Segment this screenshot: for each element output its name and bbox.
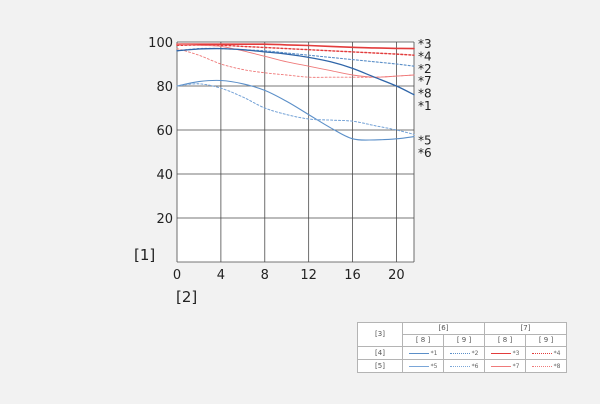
legend-row-label: [4] <box>357 346 403 360</box>
legend-sample-label: *3 <box>512 350 520 357</box>
x-axis-label: [2] <box>176 288 197 306</box>
legend-group-header-row: [3] [6] [7] <box>357 322 567 347</box>
legend-sample-label: *5 <box>430 363 438 370</box>
series-line <box>176 43 415 78</box>
series-line <box>176 79 415 141</box>
series-line <box>176 48 415 78</box>
legend-row: [5] *5 *6 *7 *8 <box>357 359 567 373</box>
series-end-label: *5 <box>418 133 432 147</box>
legend-cell: *6 <box>443 359 485 373</box>
legend-row-label: [5] <box>357 359 403 373</box>
series-end-label: *3 <box>418 37 432 51</box>
legend-corner-cell: [3] <box>357 322 403 347</box>
legend-sample: *1 <box>408 348 438 359</box>
series-end-label: *7 <box>418 74 432 88</box>
legend-sample: *2 <box>449 348 479 359</box>
plot-area <box>177 42 414 262</box>
legend-cell: *4 <box>525 346 567 360</box>
series-line <box>176 47 415 96</box>
legend-line-swatch <box>490 366 511 367</box>
legend-sub-header: [ 9 ] <box>525 334 567 347</box>
y-tick-label: 40 <box>156 168 173 183</box>
y-tick-label: 80 <box>156 80 173 95</box>
legend-sub-header-row: [ 8 ] [ 9 ] [ 8 ] [ 9 ] <box>358 334 567 347</box>
grid-layer <box>176 41 415 263</box>
legend-cell: *7 <box>484 359 526 373</box>
tick-layer: 0 4 8 12 16 20 20 40 60 80 100 <box>148 36 405 283</box>
x-tick-label: 8 <box>261 268 269 283</box>
legend-sample: *4 <box>531 348 561 359</box>
legend-cell: *3 <box>484 346 526 360</box>
series-end-label: *2 <box>418 62 432 76</box>
legend-line-swatch <box>531 366 552 367</box>
series-end-label: *8 <box>418 87 432 101</box>
x-tick-label: 4 <box>217 268 225 283</box>
legend-sub-header: [ 9 ] <box>443 334 485 347</box>
legend-line-swatch <box>490 353 511 354</box>
legend-cell: *8 <box>525 359 567 373</box>
legend-line-swatch <box>408 353 429 354</box>
legend-sample-label: *2 <box>471 350 479 357</box>
legend-sub-header: [ 8 ] <box>484 334 526 347</box>
legend-group-header: [7] <box>484 322 567 335</box>
x-tick-label: 16 <box>344 268 361 283</box>
series-line <box>176 44 415 56</box>
legend-sample: *7 <box>490 361 520 372</box>
legend-line-swatch <box>449 366 470 367</box>
legend-sample-label: *1 <box>430 350 438 357</box>
legend-sample: *5 <box>408 361 438 372</box>
legend-line-swatch <box>449 353 470 354</box>
legend-sample: *3 <box>490 348 520 359</box>
series-end-label: *4 <box>418 49 432 63</box>
legend-line-swatch <box>408 366 429 367</box>
y-axis-label: [1] <box>134 246 155 264</box>
x-tick-label: 20 <box>388 268 405 283</box>
legend-table: [3] [6] [7] [ 8 ] [ 9 ] [ 8 ] [ 9 ] [4] … <box>357 322 567 373</box>
legend-sample: *8 <box>531 361 561 372</box>
legend-sample-label: *8 <box>553 363 561 370</box>
series-line <box>176 43 415 50</box>
legend-sample-label: *7 <box>512 363 520 370</box>
y-tick-label: 20 <box>156 212 173 227</box>
legend-line-swatch <box>531 353 552 354</box>
legend-cell: *1 <box>402 346 444 360</box>
y-tick-label: 60 <box>156 124 173 139</box>
series-end-label: *1 <box>418 99 432 113</box>
legend-sample-label: *6 <box>471 363 479 370</box>
y-tick-label: 100 <box>148 36 173 51</box>
legend-sub-header: [ 8 ] <box>402 334 444 347</box>
legend-row: [4] *1 *2 *3 *4 <box>357 346 567 360</box>
legend-sample-label: *4 <box>553 350 561 357</box>
series-end-label: *6 <box>418 146 432 160</box>
series-layer <box>176 43 415 141</box>
series-line <box>176 83 415 135</box>
legend-cell: *5 <box>402 359 444 373</box>
legend-cell: *2 <box>443 346 485 360</box>
legend-sample: *6 <box>449 361 479 372</box>
x-tick-label: 0 <box>173 268 181 283</box>
x-tick-label: 12 <box>300 268 317 283</box>
right-label-layer: *3*4*2*7*8*1 *5*6 <box>418 37 432 160</box>
legend-group-header: [6] <box>402 322 485 335</box>
